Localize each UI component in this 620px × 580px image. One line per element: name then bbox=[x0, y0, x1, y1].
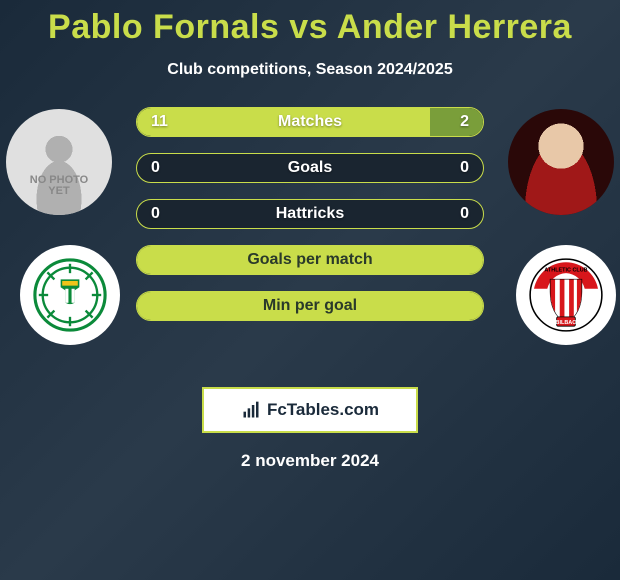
stat-right-value: 2 bbox=[460, 108, 469, 136]
stat-row-min-per-goal: Min per goal bbox=[136, 291, 484, 321]
logo-text: FcTables.com bbox=[267, 400, 379, 420]
stat-label: Hattricks bbox=[137, 200, 483, 228]
page-title: Pablo Fornals vs Ander Herrera bbox=[0, 0, 620, 47]
stat-label: Goals per match bbox=[137, 246, 483, 274]
betis-crest-icon bbox=[31, 256, 109, 334]
stat-row-goals: 0 Goals 0 bbox=[136, 153, 484, 183]
athletic-crest-icon: ATHLETIC CLUB BILBAO bbox=[527, 256, 605, 334]
subtitle: Club competitions, Season 2024/2025 bbox=[0, 61, 620, 79]
stat-label: Matches bbox=[137, 108, 483, 136]
player-left-avatar bbox=[6, 109, 112, 215]
club-right-badge: ATHLETIC CLUB BILBAO bbox=[516, 245, 616, 345]
svg-text:ATHLETIC CLUB: ATHLETIC CLUB bbox=[544, 268, 587, 274]
date-label: 2 november 2024 bbox=[0, 451, 620, 471]
compare-area: ATHLETIC CLUB BILBAO 11 Ma bbox=[0, 115, 620, 375]
stat-row-goals-per-match: Goals per match bbox=[136, 245, 484, 275]
chart-icon bbox=[241, 400, 261, 420]
stat-bars: 11 Matches 2 0 Goals 0 0 Hattricks 0 Goa… bbox=[136, 107, 484, 337]
stat-row-hattricks: 0 Hattricks 0 bbox=[136, 199, 484, 229]
player-photo-icon bbox=[508, 109, 614, 215]
source-logo[interactable]: FcTables.com bbox=[202, 387, 418, 433]
svg-text:BILBAO: BILBAO bbox=[556, 320, 578, 326]
stat-right-value: 0 bbox=[460, 200, 469, 228]
stat-label: Min per goal bbox=[137, 292, 483, 320]
no-photo-placeholder-icon bbox=[6, 109, 112, 215]
stat-right-value: 0 bbox=[460, 154, 469, 182]
stat-row-matches: 11 Matches 2 bbox=[136, 107, 484, 137]
club-left-badge bbox=[20, 245, 120, 345]
stat-label: Goals bbox=[137, 154, 483, 182]
player-right-avatar bbox=[508, 109, 614, 215]
comparison-card: Pablo Fornals vs Ander Herrera Club comp… bbox=[0, 0, 620, 471]
